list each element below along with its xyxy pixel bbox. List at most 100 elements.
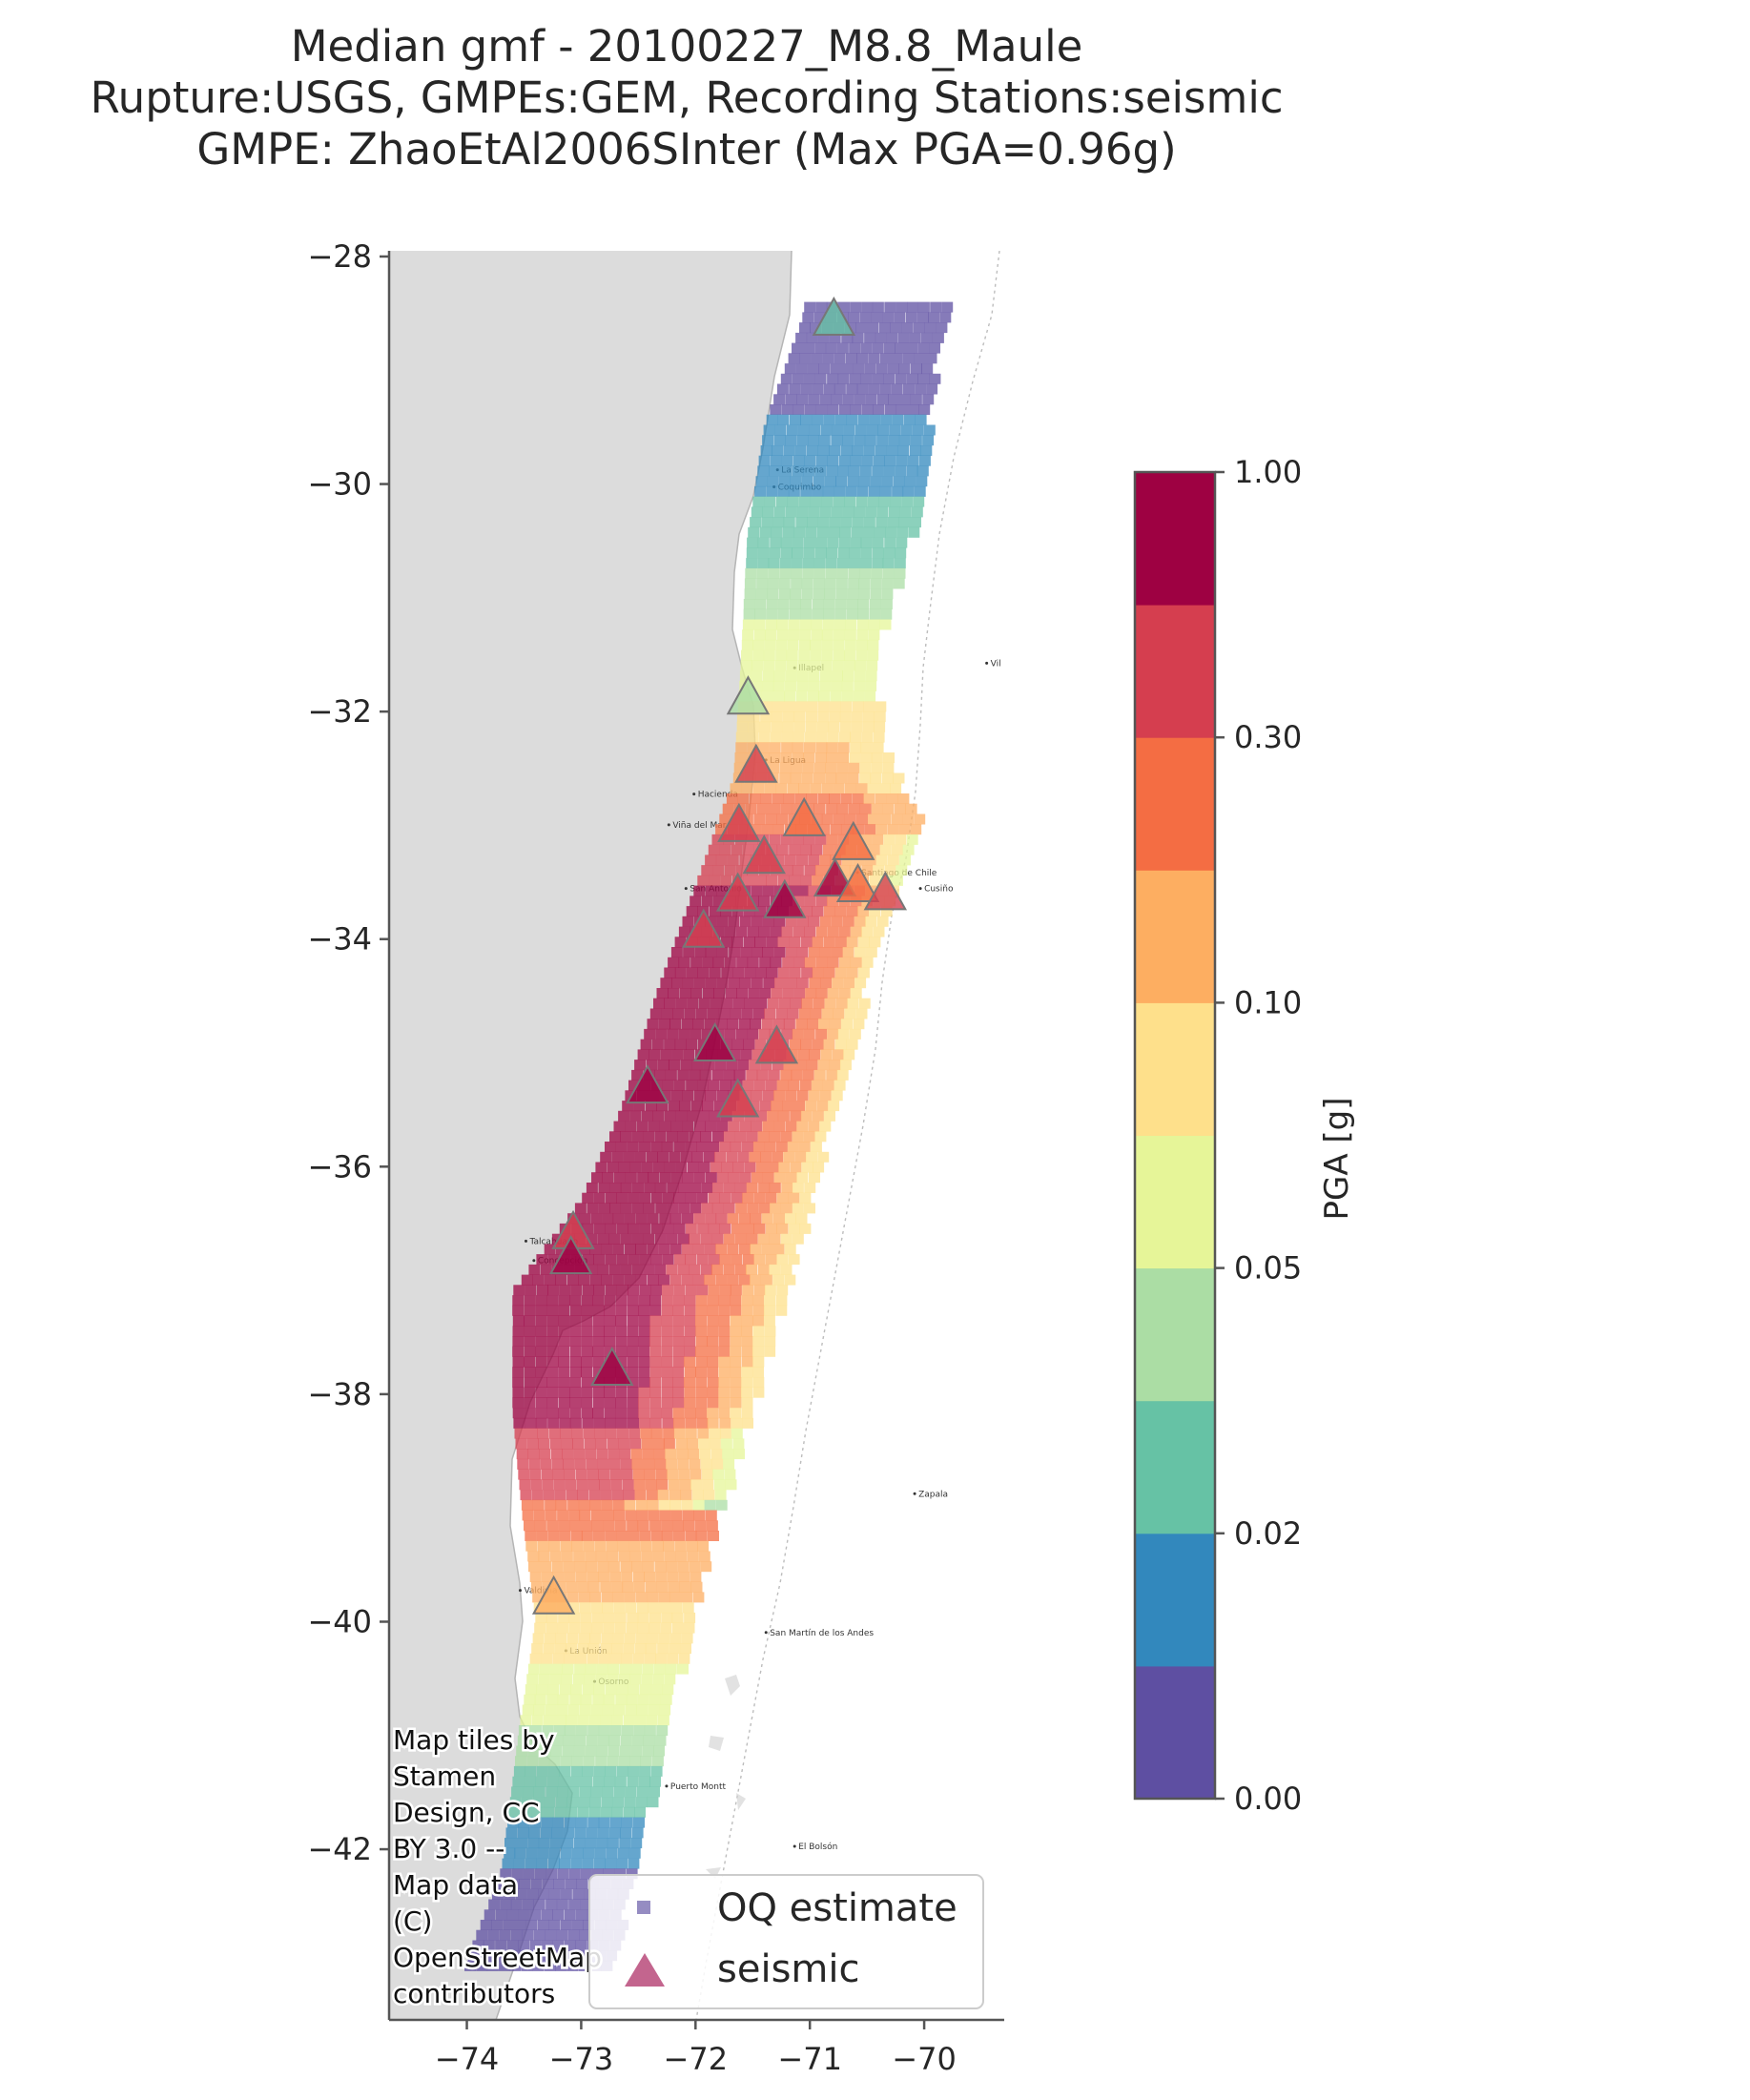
oq-grid-cell	[563, 1458, 575, 1470]
city-dot	[667, 823, 670, 827]
oq-grid-cell	[757, 537, 770, 548]
oq-grid-cell	[672, 1367, 685, 1378]
oq-grid-cell	[662, 1223, 674, 1234]
oq-grid-cell	[706, 1520, 718, 1532]
oq-grid-cell	[834, 353, 846, 364]
oq-grid-cell	[780, 834, 793, 845]
oq-grid-cell	[714, 1490, 727, 1501]
oq-grid-cell	[660, 1622, 672, 1634]
oq-grid-cell	[827, 926, 839, 937]
oq-grid-cell	[763, 649, 775, 661]
oq-grid-cell	[835, 998, 848, 1009]
oq-grid-cell	[600, 1581, 612, 1593]
oq-grid-cell	[804, 537, 815, 548]
oq-grid-cell	[660, 1049, 672, 1060]
oq-grid-cell	[632, 1183, 644, 1193]
oq-grid-cell	[723, 1264, 735, 1275]
oq-grid-cell	[837, 373, 850, 384]
oq-grid-cell	[709, 1438, 721, 1450]
oq-grid-cell	[790, 772, 802, 784]
oq-grid-cell	[683, 1622, 695, 1634]
oq-grid-cell	[661, 1356, 673, 1368]
oq-grid-cell	[743, 1223, 754, 1234]
oq-grid-cell	[527, 1745, 540, 1757]
oq-grid-cell	[529, 1940, 542, 1951]
oq-grid-cell	[512, 1408, 525, 1419]
oq-grid-cell	[598, 1203, 610, 1214]
oq-grid-cell	[647, 1213, 659, 1225]
oq-grid-cell	[525, 1428, 538, 1439]
oq-grid-cell	[850, 731, 862, 743]
oq-grid-cell	[748, 711, 760, 723]
oq-grid-cell	[520, 1490, 532, 1501]
oq-grid-cell	[741, 1295, 753, 1307]
oq-grid-cell	[571, 1920, 584, 1930]
oq-grid-cell	[871, 752, 883, 763]
oq-grid-cell	[688, 1449, 699, 1460]
oq-grid-cell	[554, 1643, 566, 1655]
oq-grid-cell	[822, 844, 834, 855]
oq-grid-cell	[700, 1131, 712, 1143]
oq-grid-cell	[483, 1940, 495, 1951]
oq-grid-cell	[661, 1612, 673, 1623]
oq-grid-cell	[694, 1520, 707, 1532]
oq-grid-cell	[634, 1060, 647, 1071]
oq-grid-cell	[819, 947, 832, 957]
oq-grid-cell	[790, 1162, 802, 1173]
oq-grid-cell	[786, 649, 798, 661]
oq-grid-cell	[549, 1674, 562, 1685]
oq-grid-cell	[580, 1612, 592, 1623]
oq-grid-cell	[599, 1479, 611, 1491]
oq-grid-cell	[602, 1786, 614, 1798]
oq-grid-cell	[853, 363, 865, 375]
oq-grid-cell	[604, 1326, 616, 1337]
oq-grid-cell	[682, 1172, 694, 1184]
oq-grid-cell	[844, 496, 855, 507]
oq-grid-cell	[548, 1888, 561, 1900]
oq-grid-cell	[632, 1572, 645, 1582]
oq-grid-cell	[585, 1838, 597, 1849]
oq-grid-cell	[826, 547, 838, 559]
oq-grid-cell	[529, 1909, 542, 1921]
oq-grid-cell	[794, 701, 807, 712]
oq-grid-cell	[860, 342, 873, 354]
oq-grid-cell	[839, 957, 851, 968]
oq-grid-cell	[631, 1561, 643, 1573]
oq-grid-cell	[690, 1203, 702, 1214]
oq-grid-cell	[845, 619, 857, 630]
oq-grid-cell	[518, 1469, 530, 1480]
oq-grid-cell	[863, 711, 875, 723]
oq-grid-cell	[835, 772, 848, 784]
oq-grid-cell	[563, 1735, 575, 1746]
oq-grid-cell	[910, 517, 921, 528]
oq-grid-cell	[573, 1838, 586, 1849]
oq-grid-cell	[856, 629, 869, 641]
oq-grid-cell	[684, 1305, 696, 1316]
oq-grid-cell	[503, 1920, 515, 1930]
oq-grid-cell	[638, 1336, 650, 1347]
oq-grid-cell	[766, 967, 778, 978]
oq-grid-cell	[544, 1274, 556, 1286]
oq-grid-cell	[659, 1121, 671, 1132]
oq-grid-cell	[780, 537, 793, 548]
oq-grid-cell	[916, 312, 929, 323]
oq-grid-cell	[844, 639, 856, 650]
oq-grid-cell	[778, 578, 791, 589]
oq-grid-cell	[682, 1510, 694, 1521]
oq-grid-cell	[830, 824, 842, 835]
oq-grid-cell	[780, 803, 793, 814]
oq-grid-cell	[579, 1602, 591, 1614]
oq-grid-cell	[873, 926, 885, 937]
oq-grid-cell	[796, 1090, 809, 1101]
oq-grid-cell	[834, 619, 846, 630]
oq-grid-cell	[785, 916, 797, 927]
oq-grid-cell	[821, 813, 834, 825]
oq-grid-cell	[642, 1663, 654, 1675]
oq-grid-cell	[711, 834, 724, 845]
oq-grid-cell	[537, 1950, 549, 1962]
oq-grid-cell	[635, 1633, 648, 1644]
map-panel[interactable]: La SerenaCoquimboIllapelLa LiguaHacienda…	[389, 251, 1004, 2020]
oq-grid-cell	[735, 1203, 748, 1214]
oq-grid-cell	[595, 1551, 607, 1562]
oq-grid-cell	[930, 301, 942, 313]
